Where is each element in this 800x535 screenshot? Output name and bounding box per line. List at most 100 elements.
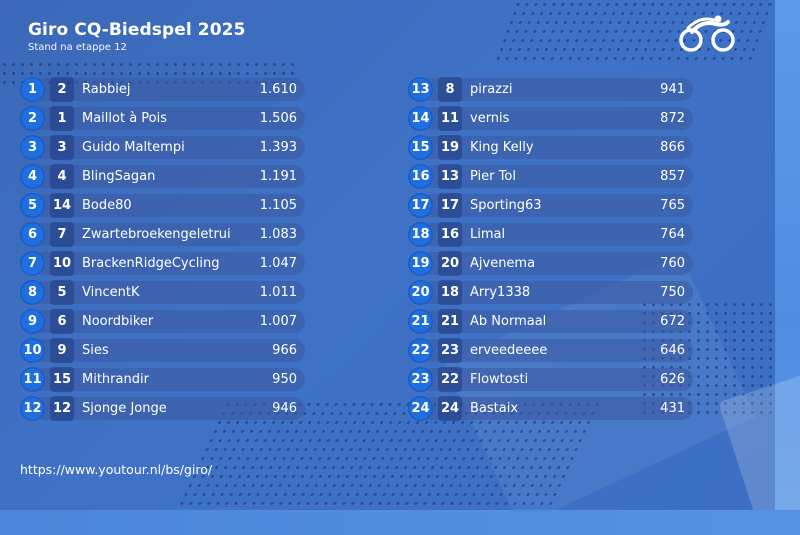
row-background	[420, 252, 693, 275]
player-points: 760	[660, 256, 685, 271]
previous-rank: 15	[50, 367, 74, 392]
rank-badge: 8	[20, 280, 45, 305]
player-points: 1.191	[259, 169, 297, 184]
row-background	[32, 194, 305, 217]
player-points: 1.506	[259, 111, 297, 126]
page-title: Giro CQ-Biedspel 2025	[28, 20, 246, 40]
row-background	[420, 136, 693, 159]
standings-row: 18 16 Limal 764	[408, 222, 693, 247]
previous-rank: 23	[438, 338, 462, 363]
previous-rank: 13	[438, 164, 462, 189]
previous-rank: 11	[438, 106, 462, 131]
rank-badge: 24	[408, 396, 433, 421]
standings-row: 6 7 Zwartebroekengeletrui 1.083	[20, 222, 305, 247]
standings-row: 8 5 VincentK 1.011	[20, 280, 305, 305]
player-points: 966	[272, 343, 297, 358]
player-points: 750	[660, 285, 685, 300]
row-background	[32, 310, 305, 333]
player-points: 1.393	[259, 140, 297, 155]
rank-badge: 15	[408, 135, 433, 160]
player-points: 1.007	[259, 314, 297, 329]
standings-row: 1 2 Rabbiej 1.610	[20, 77, 305, 102]
rank-badge: 20	[408, 280, 433, 305]
rank-badge: 13	[408, 77, 433, 102]
previous-rank: 21	[438, 309, 462, 334]
player-points: 866	[660, 140, 685, 155]
row-background	[32, 368, 305, 391]
standings-row: 17 17 Sporting63 765	[408, 193, 693, 218]
row-background	[420, 339, 693, 362]
standings-row: 19 20 Ajvenema 760	[408, 251, 693, 276]
player-points: 431	[660, 401, 685, 416]
rank-badge: 9	[20, 309, 45, 334]
row-background	[420, 223, 693, 246]
rank-badge: 6	[20, 222, 45, 247]
player-name: Pier Tol	[470, 169, 516, 184]
previous-rank: 1	[50, 106, 74, 131]
standings-row: 14 11 vernis 872	[408, 106, 693, 131]
standings-row: 9 6 Noordbiker 1.007	[20, 309, 305, 334]
rank-badge: 4	[20, 164, 45, 189]
row-background	[32, 339, 305, 362]
standings-row: 22 23 erveedeeee 646	[408, 338, 693, 363]
rank-badge: 1	[20, 77, 45, 102]
right-edge-strip	[775, 0, 800, 535]
player-name: Rabbiej	[82, 82, 131, 97]
player-name: vernis	[470, 111, 510, 126]
previous-rank: 9	[50, 338, 74, 363]
previous-rank: 12	[50, 396, 74, 421]
player-name: Flowtosti	[470, 372, 529, 387]
player-name: Limal	[470, 227, 506, 242]
row-background	[420, 368, 693, 391]
player-points: 1.047	[259, 256, 297, 271]
rank-badge: 18	[408, 222, 433, 247]
player-name: BlingSagan	[82, 169, 156, 184]
previous-rank: 2	[50, 77, 74, 102]
standings-row: 12 12 Sjonge Jonge 946	[20, 396, 305, 421]
row-background	[32, 281, 305, 304]
player-points: 950	[272, 372, 297, 387]
rank-badge: 23	[408, 367, 433, 392]
previous-rank: 18	[438, 280, 462, 305]
player-name: pirazzi	[470, 82, 513, 97]
standings-row: 3 3 Guido Maltempi 1.393	[20, 135, 305, 160]
player-points: 1.610	[259, 82, 297, 97]
rank-badge: 10	[20, 338, 45, 363]
previous-rank: 4	[50, 164, 74, 189]
row-background	[420, 397, 693, 420]
header: Giro CQ-Biedspel 2025 Stand na etappe 12	[28, 20, 246, 53]
bottom-edge-strip	[0, 510, 800, 535]
previous-rank: 22	[438, 367, 462, 392]
player-name: Sies	[82, 343, 109, 358]
player-name: Mithrandir	[82, 372, 149, 387]
previous-rank: 8	[438, 77, 462, 102]
rank-badge: 21	[408, 309, 433, 334]
standings-row: 21 21 Ab Normaal 672	[408, 309, 693, 334]
rank-badge: 11	[20, 367, 45, 392]
player-points: 765	[660, 198, 685, 213]
player-points: 872	[660, 111, 685, 126]
previous-rank: 20	[438, 251, 462, 276]
rank-badge: 22	[408, 338, 433, 363]
standings-column-left: 1 2 Rabbiej 1.610 2 1 Maillot à Pois 1.506 3 3 Gui…	[20, 77, 305, 425]
rank-badge: 16	[408, 164, 433, 189]
player-name: Guido Maltempi	[82, 140, 185, 155]
page-subtitle: Stand na etappe 12	[28, 42, 127, 53]
footer-url[interactable]: https://www.youtour.nl/bs/giro/	[20, 462, 213, 477]
player-name: Ab Normaal	[470, 314, 547, 329]
row-background	[420, 107, 693, 130]
standings-row: 2 1 Maillot à Pois 1.506	[20, 106, 305, 131]
previous-rank: 14	[50, 193, 74, 218]
player-points: 941	[660, 82, 685, 97]
row-background	[420, 310, 693, 333]
rank-badge: 2	[20, 106, 45, 131]
player-name: Arry1338	[470, 285, 531, 300]
rank-badge: 5	[20, 193, 45, 218]
standings-row: 23 22 Flowtosti 626	[408, 367, 693, 392]
row-background	[32, 107, 305, 130]
row-background	[32, 136, 305, 159]
player-points: 946	[272, 401, 297, 416]
rank-badge: 19	[408, 251, 433, 276]
player-name: Zwartebroekengeletrui	[82, 227, 231, 242]
standings-row: 15 19 King Kelly 866	[408, 135, 693, 160]
